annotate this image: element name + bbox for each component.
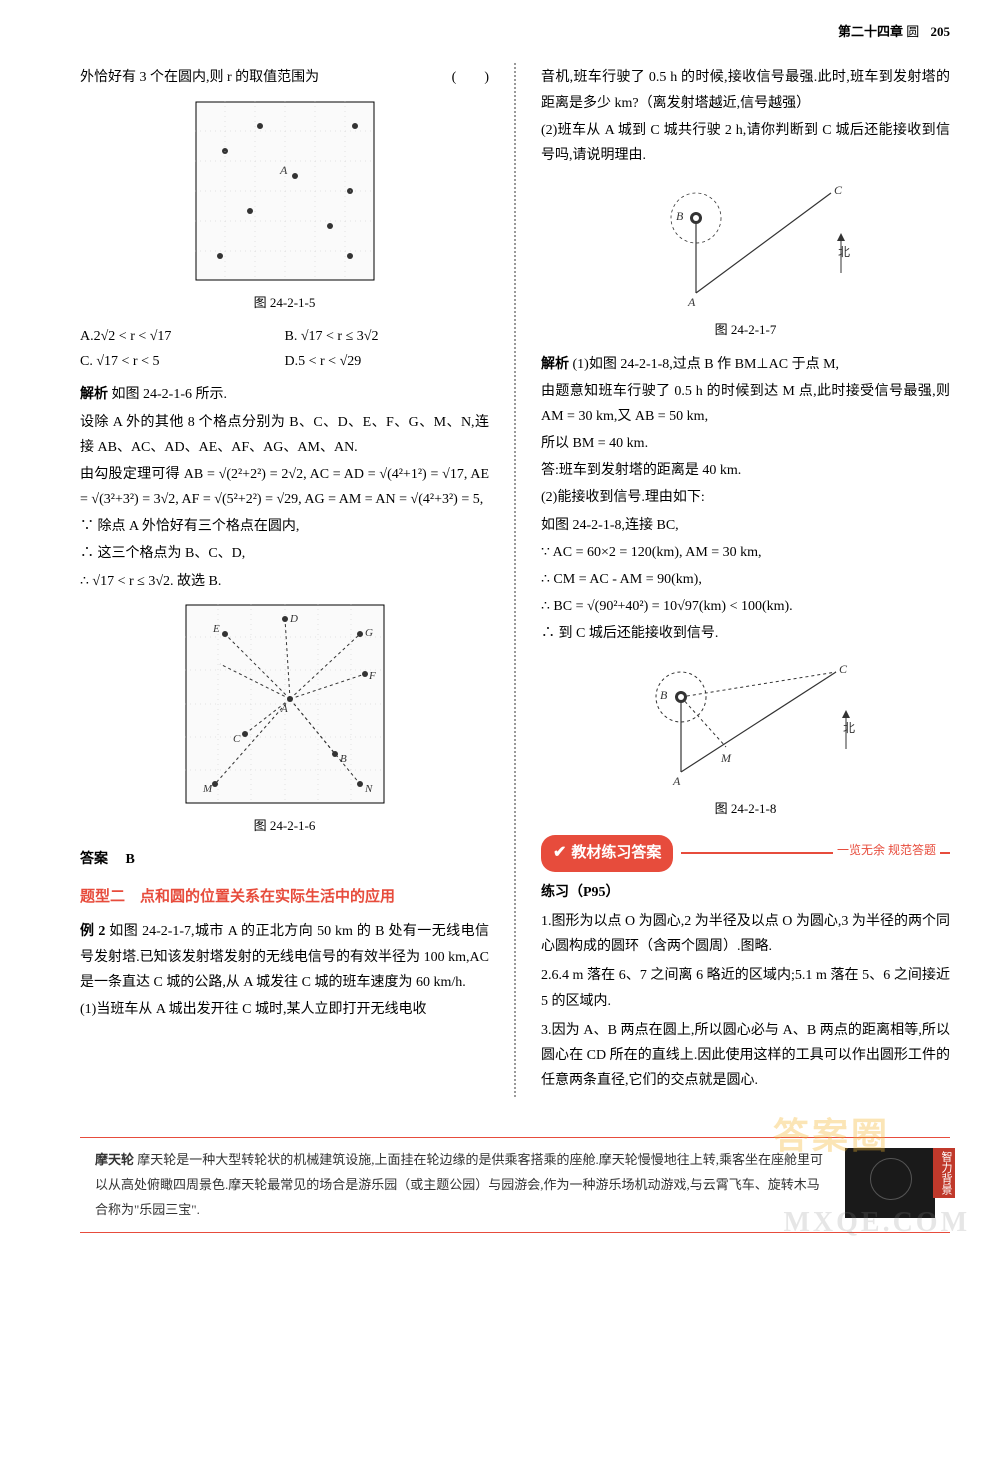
svg-text:北: 北 bbox=[843, 721, 855, 735]
svg-text:M: M bbox=[202, 783, 213, 795]
svg-text:G: G bbox=[365, 627, 373, 639]
figure-24-2-1-5: A bbox=[195, 101, 375, 281]
sol-p3: 所以 BM = 40 km. bbox=[541, 431, 950, 456]
practice-2: 2.6.4 m 落在 6、7 之间离 6 略近的区域内;5.1 m 落在 5、6… bbox=[541, 963, 950, 1013]
analysis-line: 解析 如图 24-2-1-6 所示. bbox=[80, 382, 489, 407]
ferris-wheel-image bbox=[845, 1148, 935, 1218]
answers-section-header: ✔ 教材练习答案 一览无余 规范答题 bbox=[541, 835, 950, 872]
analysis-label: 解析 bbox=[80, 387, 108, 402]
red-underline: 一览无余 规范答题 bbox=[681, 852, 950, 854]
option-list: A.2√2 < r < √17 B. √17 < r ≤ 3√2 C. √17 … bbox=[80, 324, 489, 374]
figure-24-2-1-6: A E D G F C B M N bbox=[185, 604, 385, 804]
svg-text:A: A bbox=[672, 774, 681, 787]
answer-blank: ( ) bbox=[452, 65, 489, 90]
example-2: 例 2 如图 24-2-1-7,城市 A 的正北方向 50 km 的 B 处有一… bbox=[80, 919, 489, 995]
svg-text:A: A bbox=[687, 295, 696, 308]
problem-text: 外恰好有 3 个在圆内,则 r 的取值范围为 ( ) bbox=[80, 65, 489, 90]
svg-text:B: B bbox=[660, 688, 668, 702]
answer-line: 答案 B bbox=[80, 847, 489, 872]
figure-3-label: 图 24-2-1-7 bbox=[541, 318, 950, 341]
page-header: 第二十四章 圆 205 bbox=[80, 20, 950, 43]
analysis-p2: 由勾股定理可得 AB = √(2²+2²) = 2√2, AC = AD = √… bbox=[80, 462, 489, 512]
svg-text:A: A bbox=[280, 703, 288, 715]
svg-text:B: B bbox=[676, 209, 684, 223]
sol-p5: (2)能接收到信号.理由如下: bbox=[541, 485, 950, 510]
side-tag: 智力背景 bbox=[933, 1148, 955, 1198]
svg-text:N: N bbox=[364, 783, 373, 795]
right-analysis: 解析 (1)如图 24-2-1-8,过点 B 作 BM⊥AC 于点 M, bbox=[541, 352, 950, 377]
sol-p2: 由题意知班车行驶了 0.5 h 的时候到达 M 点,此时接受信号最强,则 AM … bbox=[541, 379, 950, 429]
chapter-title: 第二十四章 bbox=[838, 24, 903, 39]
sol-p10: ∴ 到 C 城后还能接收到信号. bbox=[541, 621, 950, 646]
check-icon: ✔ bbox=[553, 839, 566, 868]
analysis-p1: 设除 A 外的其他 8 个格点分别为 B、C、D、E、F、G、M、N,连接 AB… bbox=[80, 410, 489, 460]
cont-p1: 音机,班车行驶了 0.5 h 的时候,接收信号最强.此时,班车到发射塔的距离是多… bbox=[541, 65, 950, 115]
right-column: 音机,班车行驶了 0.5 h 的时候,接收信号最强.此时,班车到发射塔的距离是多… bbox=[541, 63, 950, 1097]
option-a: A.2√2 < r < √17 bbox=[80, 324, 285, 349]
option-c: C. √17 < r < 5 bbox=[80, 349, 285, 374]
page-number: 205 bbox=[931, 24, 951, 39]
cont-p2: (2)班车从 A 城到 C 城共行驶 2 h,请你判断到 C 城后还能接收到信号… bbox=[541, 118, 950, 168]
svg-text:C: C bbox=[839, 662, 848, 676]
chapter-topic: 圆 bbox=[906, 24, 919, 39]
practice-1: 1.图形为以点 O 为圆心,2 为半径及以点 O 为圆心,3 为半径的两个同心圆… bbox=[541, 909, 950, 959]
practice-heading: 练习（P95） bbox=[541, 880, 950, 905]
sol-p4: 答:班车到发射塔的距离是 40 km. bbox=[541, 458, 950, 483]
svg-text:C: C bbox=[834, 183, 843, 197]
svg-text:B: B bbox=[340, 753, 347, 765]
column-divider bbox=[514, 63, 516, 1097]
left-column: 外恰好有 3 个在圆内,则 r 的取值范围为 ( ) A bbox=[80, 63, 489, 1097]
footer-trivia: 摩天轮 摩天轮是一种大型转轮状的机械建筑设施,上面挂在轮边缘的是供乘客搭乘的座舱… bbox=[80, 1137, 950, 1233]
example-q1: (1)当班车从 A 城出发开往 C 城时,某人立即打开无线电收 bbox=[80, 997, 489, 1022]
svg-text:C: C bbox=[233, 733, 241, 745]
figure-24-2-1-8: B A C M 北 bbox=[626, 657, 866, 787]
figure-4-label: 图 24-2-1-8 bbox=[541, 797, 950, 820]
option-d: D.5 < r < √29 bbox=[285, 349, 490, 374]
footer-title: 摩天轮 bbox=[95, 1152, 134, 1167]
svg-text:F: F bbox=[368, 670, 376, 682]
sol-p6: 如图 24-2-1-8,连接 BC, bbox=[541, 513, 950, 538]
figure-2-label: 图 24-2-1-6 bbox=[80, 814, 489, 837]
content-columns: 外恰好有 3 个在圆内,则 r 的取值范围为 ( ) A bbox=[80, 63, 950, 1097]
practice-3: 3.因为 A、B 两点在圆上,所以圆心必与 A、B 两点的距离相等,所以圆心在 … bbox=[541, 1018, 950, 1094]
figure-24-2-1-7: B A C 北 bbox=[636, 178, 856, 308]
svg-text:A: A bbox=[279, 163, 288, 177]
analysis-p3: ∵ 除点 A 外恰好有三个格点在圆内, bbox=[80, 514, 489, 539]
option-b: B. √17 < r ≤ 3√2 bbox=[285, 324, 490, 349]
svg-text:E: E bbox=[212, 623, 220, 635]
sol-p8: ∴ CM = AC - AM = 90(km), bbox=[541, 567, 950, 592]
figure-1-label: 图 24-2-1-5 bbox=[80, 291, 489, 314]
analysis-p5: ∴ √17 < r ≤ 3√2. 故选 B. bbox=[80, 569, 489, 594]
section-heading-2: 题型二 点和圆的位置关系在实际生活中的应用 bbox=[80, 884, 489, 911]
footer-text: 摩天轮 摩天轮是一种大型转轮状的机械建筑设施,上面挂在轮边缘的是供乘客搭乘的座舱… bbox=[95, 1148, 830, 1222]
red-subtext: 一览无余 规范答题 bbox=[833, 840, 940, 862]
answers-badge: ✔ 教材练习答案 bbox=[541, 835, 673, 872]
sol-p9: ∴ BC = √(90²+40²) = 10√97(km) < 100(km). bbox=[541, 594, 950, 619]
sol-p7: ∵ AC = 60×2 = 120(km), AM = 30 km, bbox=[541, 540, 950, 565]
svg-text:M: M bbox=[720, 751, 732, 765]
svg-text:北: 北 bbox=[838, 245, 850, 259]
svg-text:D: D bbox=[289, 613, 298, 625]
analysis-p4: ∴ 这三个格点为 B、C、D, bbox=[80, 541, 489, 566]
